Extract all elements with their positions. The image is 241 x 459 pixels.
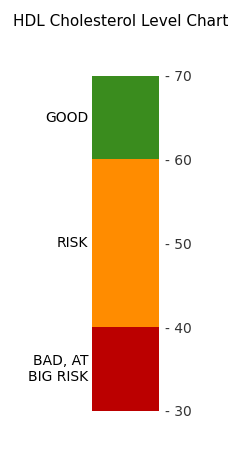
- Text: BAD, AT
BIG RISK: BAD, AT BIG RISK: [28, 354, 88, 384]
- Bar: [92, 76, 159, 159]
- Text: GOOD: GOOD: [45, 111, 88, 124]
- Text: RISK: RISK: [57, 236, 88, 250]
- Bar: [92, 327, 159, 411]
- Text: HDL Cholesterol Level Chart: HDL Cholesterol Level Chart: [13, 14, 228, 29]
- Bar: [92, 159, 159, 327]
